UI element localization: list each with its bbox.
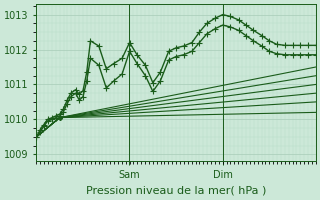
X-axis label: Pression niveau de la mer( hPa ): Pression niveau de la mer( hPa ) xyxy=(86,186,266,196)
